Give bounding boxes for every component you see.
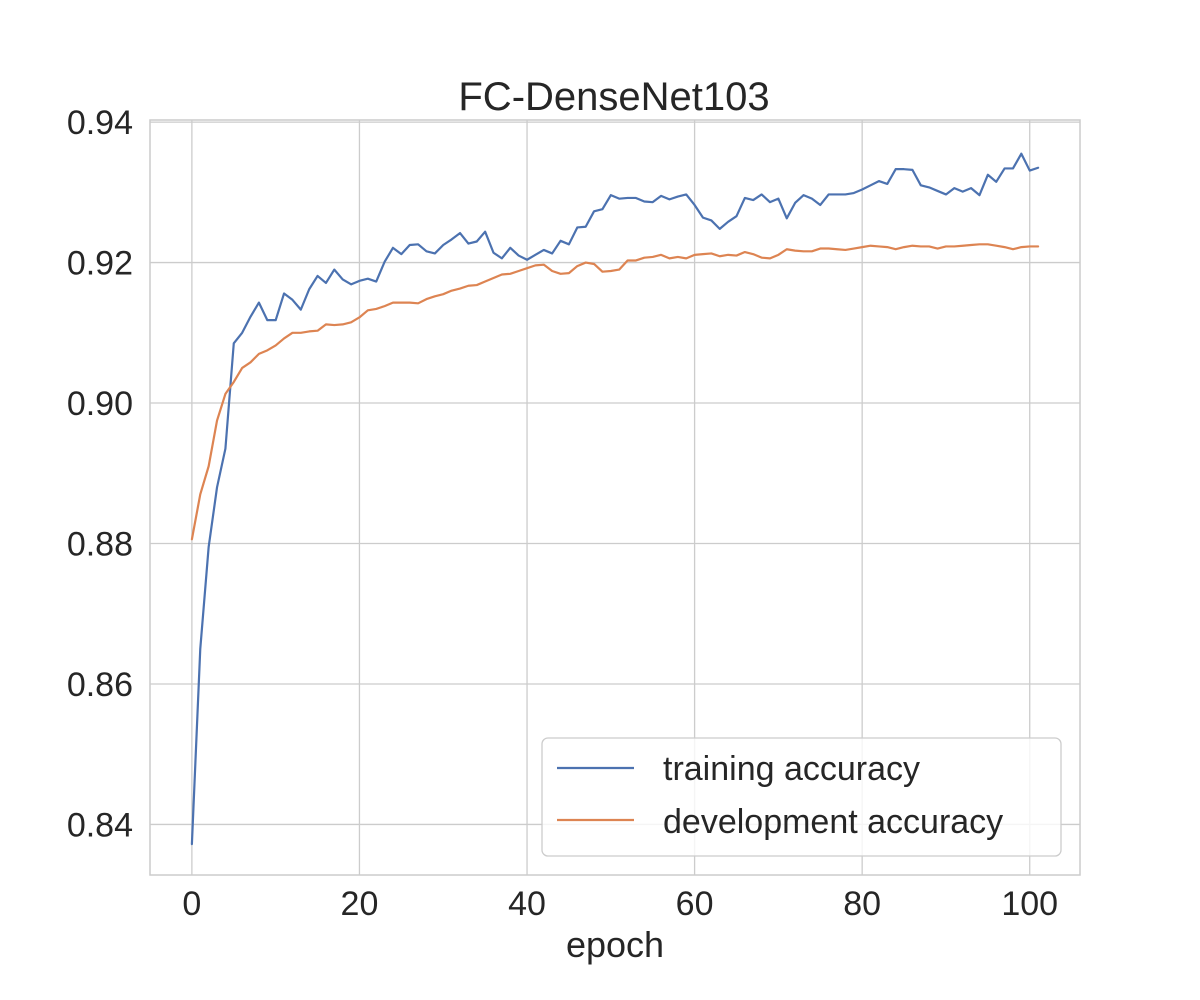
legend-box bbox=[541, 737, 1062, 857]
series-group bbox=[190, 152, 1040, 846]
x-tick-label: 80 bbox=[843, 885, 881, 923]
grid bbox=[150, 120, 1080, 875]
plot-frame bbox=[149, 119, 1081, 876]
y-tick-label: 0.88 bbox=[67, 526, 133, 564]
x-tick-label: 0 bbox=[182, 885, 201, 923]
legend-label-training-accuracy: training accuracy bbox=[663, 750, 920, 788]
legend: training accuracy development accuracy bbox=[541, 737, 1062, 857]
x-tick-label: 100 bbox=[1001, 885, 1058, 923]
y-tick-label: 0.94 bbox=[67, 104, 133, 142]
series-line-training-accuracy bbox=[190, 152, 1040, 846]
y-tick-label: 0.86 bbox=[67, 666, 133, 704]
x-tick-label: 60 bbox=[676, 885, 714, 923]
legend-label-development-accuracy: development accuracy bbox=[663, 803, 1003, 841]
y-tick-label: 0.84 bbox=[67, 806, 133, 844]
tick-labels: 0 20 40 60 80 100 0.84 0.86 0.88 0.90 0.92 0.94 bbox=[67, 104, 1058, 923]
chart-title: FC-DenseNet103 bbox=[458, 75, 769, 119]
x-tick-label: 20 bbox=[341, 885, 379, 923]
x-tick-label: 40 bbox=[508, 885, 546, 923]
y-tick-label: 0.90 bbox=[67, 385, 133, 423]
series-line-development-accuracy bbox=[190, 243, 1040, 541]
y-tick-label: 0.92 bbox=[67, 245, 133, 283]
x-axis-label: epoch bbox=[566, 924, 664, 965]
